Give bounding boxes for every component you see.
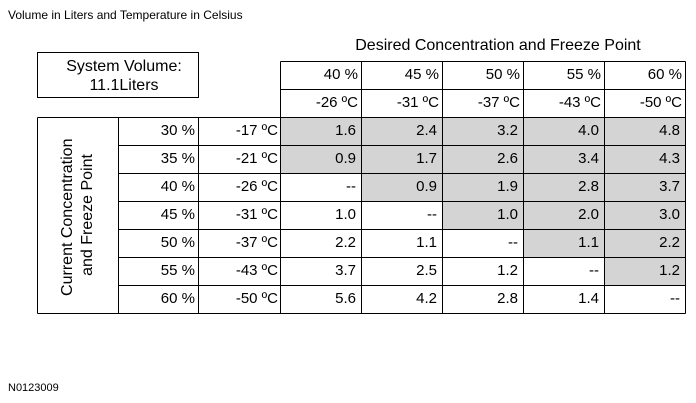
shaded-cell xyxy=(361,173,442,201)
shaded-cell xyxy=(523,145,604,173)
caption: Volume in Liters and Temperature in Cels… xyxy=(8,8,243,22)
cell-value: 3.0 xyxy=(659,206,680,223)
column-concentration: 50 % xyxy=(486,66,520,83)
cell-value: 0.9 xyxy=(416,178,437,195)
shaded-cell xyxy=(442,117,523,145)
row-group-title-text: Current Concentration xyxy=(59,139,76,296)
column-temperature: -26 ºC xyxy=(316,94,358,111)
cell-value: 0.9 xyxy=(335,150,356,167)
figure-id: N0123009 xyxy=(8,382,59,394)
shaded-cell xyxy=(604,229,685,257)
row-concentration: 40 % xyxy=(161,178,195,195)
row-temperature: -37 ºC xyxy=(236,234,278,251)
row-concentration: 45 % xyxy=(161,206,195,223)
column-concentration: 45 % xyxy=(405,66,439,83)
cell-value: 1.2 xyxy=(497,262,518,279)
system-volume-value: 11.1Liters xyxy=(89,77,158,94)
row-concentration: 55 % xyxy=(161,262,195,279)
row-concentration: 50 % xyxy=(161,234,195,251)
cell-value: 1.7 xyxy=(416,150,437,167)
shaded-cell xyxy=(604,117,685,145)
cell-value: 1.0 xyxy=(335,206,356,223)
cell-value: 3.2 xyxy=(497,122,518,139)
column-temperature: -31 ºC xyxy=(397,94,439,111)
cell-value: 1.1 xyxy=(416,234,437,251)
shaded-cell xyxy=(442,145,523,173)
cell-value: -- xyxy=(670,290,680,307)
cell-value: 1.4 xyxy=(578,290,599,307)
shaded-cell xyxy=(523,229,604,257)
cell-value: 2.5 xyxy=(416,262,437,279)
cell-value: 1.2 xyxy=(659,262,680,279)
cell-value: 1.1 xyxy=(578,234,599,251)
shaded-cell xyxy=(361,145,442,173)
shaded-cell xyxy=(523,117,604,145)
cell-value: 5.6 xyxy=(335,290,356,307)
row-temperature: -43 ºC xyxy=(236,262,278,279)
column-concentration: 40 % xyxy=(324,66,358,83)
row-temperature: -31 ºC xyxy=(236,206,278,223)
shaded-cell xyxy=(604,173,685,201)
cell-value: 2.0 xyxy=(578,206,599,223)
row-temperature: -26 ºC xyxy=(236,178,278,195)
column-concentration: 55 % xyxy=(567,66,601,83)
column-concentration: 60 % xyxy=(648,66,682,83)
cell-value: -- xyxy=(508,234,518,251)
row-temperature: -50 ºC xyxy=(236,290,278,307)
cell-value: 1.6 xyxy=(335,122,356,139)
cell-value: 3.7 xyxy=(335,262,356,279)
shaded-cell xyxy=(604,201,685,229)
shaded-cell xyxy=(442,201,523,229)
column-temperature: -43 ºC xyxy=(559,94,601,111)
cell-value: 4.3 xyxy=(659,150,680,167)
shaded-cell xyxy=(442,173,523,201)
row-concentration: 60 % xyxy=(161,290,195,307)
cell-value: 2.4 xyxy=(416,122,437,139)
cell-value: -- xyxy=(589,262,599,279)
cell-value: 1.9 xyxy=(497,178,518,195)
row-temperature: -17 ºC xyxy=(236,122,278,139)
cell-value: 2.6 xyxy=(497,150,518,167)
row-temperature: -21 ºC xyxy=(236,150,278,167)
row-group-title-line2: and Freeze Point xyxy=(79,154,96,276)
system-volume-box xyxy=(37,52,199,98)
cell-value: 4.8 xyxy=(659,122,680,139)
cell-value: 2.2 xyxy=(659,234,680,251)
column-temperature: -50 ºC xyxy=(640,94,682,111)
column-temperature: -37 ºC xyxy=(478,94,520,111)
cell-value: 2.2 xyxy=(335,234,356,251)
cell-value: -- xyxy=(346,178,356,195)
cell-value: 4.2 xyxy=(416,290,437,307)
system-volume-label: System Volume: xyxy=(66,58,182,75)
shaded-cell xyxy=(361,117,442,145)
shaded-cell xyxy=(523,201,604,229)
cell-value: 2.8 xyxy=(578,178,599,195)
cell-value: 3.4 xyxy=(578,150,599,167)
shaded-cell xyxy=(280,117,361,145)
cell-value: 3.7 xyxy=(659,178,680,195)
shaded-cell xyxy=(604,145,685,173)
row-group-title: Current Concentration and Freeze Point xyxy=(59,134,96,296)
row-concentration: 35 % xyxy=(161,150,195,167)
cell-value: 2.8 xyxy=(497,290,518,307)
shaded-cell xyxy=(604,257,685,285)
row-concentration: 30 % xyxy=(161,122,195,139)
cell-value: 4.0 xyxy=(578,122,599,139)
column-group-title: Desired Concentration and Freeze Point xyxy=(355,37,641,54)
shaded-cell xyxy=(280,145,361,173)
cell-value: 1.0 xyxy=(497,206,518,223)
shaded-cell xyxy=(523,173,604,201)
cell-value: -- xyxy=(427,206,437,223)
